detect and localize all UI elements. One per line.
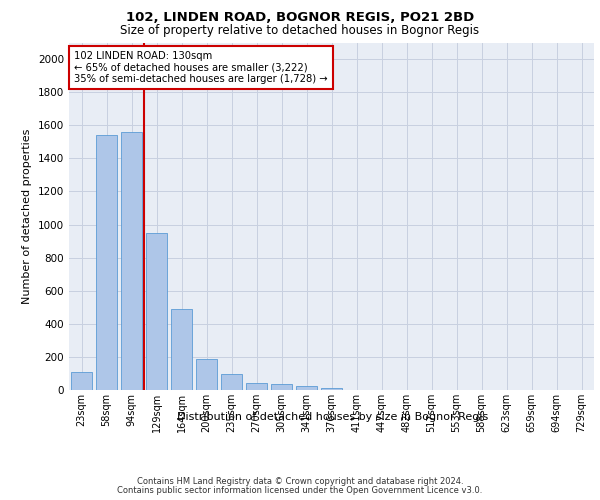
Text: Contains HM Land Registry data © Crown copyright and database right 2024.: Contains HM Land Registry data © Crown c… <box>137 477 463 486</box>
Bar <box>96 135 117 390</box>
Bar <box>246 382 267 390</box>
Bar <box>121 132 142 390</box>
Bar <box>196 358 217 390</box>
Text: Distribution of detached houses by size in Bognor Regis: Distribution of detached houses by size … <box>178 412 488 422</box>
Text: 102, LINDEN ROAD, BOGNOR REGIS, PO21 2BD: 102, LINDEN ROAD, BOGNOR REGIS, PO21 2BD <box>126 11 474 24</box>
Bar <box>321 388 342 390</box>
Y-axis label: Number of detached properties: Number of detached properties <box>22 128 32 304</box>
Text: 102 LINDEN ROAD: 130sqm
← 65% of detached houses are smaller (3,222)
35% of semi: 102 LINDEN ROAD: 130sqm ← 65% of detache… <box>74 51 328 84</box>
Bar <box>296 386 317 390</box>
Bar <box>71 372 92 390</box>
Bar <box>221 374 242 390</box>
Bar <box>271 384 292 390</box>
Bar <box>146 233 167 390</box>
Text: Size of property relative to detached houses in Bognor Regis: Size of property relative to detached ho… <box>121 24 479 37</box>
Bar <box>171 309 192 390</box>
Text: Contains public sector information licensed under the Open Government Licence v3: Contains public sector information licen… <box>118 486 482 495</box>
